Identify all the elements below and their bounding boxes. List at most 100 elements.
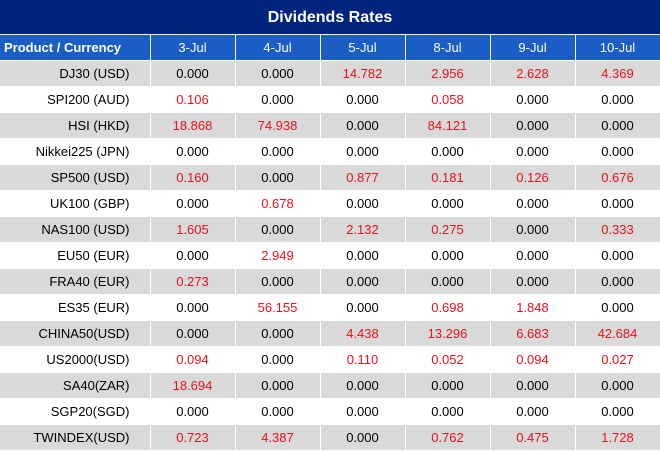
product-cell: NAS100 (USD) xyxy=(0,216,151,243)
rate-cell: 0.676 xyxy=(575,164,660,191)
rate-cell: 0.000 xyxy=(150,190,236,217)
rate-cell: 0.000 xyxy=(490,242,576,269)
rate-cell: 0.000 xyxy=(405,398,491,425)
rate-cell: 0.000 xyxy=(575,398,660,425)
rate-cell: 0.762 xyxy=(405,424,491,450)
table-row: HSI (HKD) 18.868 74.938 0.000 84.121 0.000 0.0… xyxy=(0,112,660,139)
table-row: NAS100 (USD) 1.605 0.000 2.132 0.275 0.000 0.3… xyxy=(0,216,660,243)
rate-cell: 0.000 xyxy=(235,164,321,191)
rate-cell: 4.387 xyxy=(235,424,321,450)
table-row: SA40(ZAR) 18.694 0.000 0.000 0.000 0.000 0.000 xyxy=(0,372,660,399)
product-cell: US2000(USD) xyxy=(0,346,151,373)
rate-cell: 0.000 xyxy=(575,86,660,113)
rate-cell: 4.438 xyxy=(320,320,406,347)
rate-cell: 0.000 xyxy=(490,138,576,165)
header-date: 4-Jul xyxy=(235,35,321,61)
rate-cell: 0.000 xyxy=(490,216,576,243)
rate-cell: 0.273 xyxy=(150,268,236,295)
product-cell: TWINDEX(USD) xyxy=(0,424,151,450)
rate-cell: 0.000 xyxy=(320,294,406,321)
rate-cell: 0.000 xyxy=(235,268,321,295)
dividends-table: Product / Currency 3-Jul 4-Jul 5-Jul 8-J… xyxy=(0,35,660,450)
product-cell: CHINA50(USD) xyxy=(0,320,151,347)
table-row: UK100 (GBP) 0.000 0.678 0.000 0.000 0.000 0.00… xyxy=(0,190,660,217)
product-cell: ES35 (EUR) xyxy=(0,294,151,321)
table-row: SP500 (USD) 0.160 0.000 0.877 0.181 0.126 0.67… xyxy=(0,164,660,191)
rate-cell: 0.475 xyxy=(490,424,576,450)
header-product: Product / Currency xyxy=(0,35,151,61)
product-cell: SP500 (USD) xyxy=(0,164,151,191)
rate-cell: 6.683 xyxy=(490,320,576,347)
rate-cell: 0.000 xyxy=(405,242,491,269)
product-cell: EU50 (EUR) xyxy=(0,242,151,269)
rate-cell: 0.000 xyxy=(405,268,491,295)
rate-cell: 0.000 xyxy=(235,398,321,425)
rate-cell: 0.094 xyxy=(490,346,576,373)
table-row: ES35 (EUR) 0.000 56.155 0.000 0.698 1.848 0.00… xyxy=(0,294,660,321)
product-cell: SA40(ZAR) xyxy=(0,372,151,399)
rate-cell: 0.000 xyxy=(320,398,406,425)
rate-cell: 2.628 xyxy=(490,60,576,87)
rate-cell: 0.000 xyxy=(320,372,406,399)
header-date: 5-Jul xyxy=(320,35,406,61)
rate-cell: 0.000 xyxy=(320,138,406,165)
rate-cell: 1.605 xyxy=(150,216,236,243)
rate-cell: 0.000 xyxy=(235,320,321,347)
header-date: 9-Jul xyxy=(490,35,576,61)
rate-cell: 0.678 xyxy=(235,190,321,217)
rate-cell: 0.000 xyxy=(575,268,660,295)
rate-cell: 0.000 xyxy=(320,86,406,113)
rate-cell: 0.000 xyxy=(320,424,406,450)
rate-cell: 0.027 xyxy=(575,346,660,373)
rate-cell: 0.000 xyxy=(320,268,406,295)
rate-cell: 0.181 xyxy=(405,164,491,191)
rate-cell: 2.132 xyxy=(320,216,406,243)
header-date: 8-Jul xyxy=(405,35,491,61)
rate-cell: 0.000 xyxy=(235,372,321,399)
rate-cell: 0.000 xyxy=(150,242,236,269)
rate-cell: 0.000 xyxy=(490,112,576,139)
rate-cell: 0.000 xyxy=(575,372,660,399)
rate-cell: 2.949 xyxy=(235,242,321,269)
rate-cell: 18.868 xyxy=(150,112,236,139)
header-row: Product / Currency 3-Jul 4-Jul 5-Jul 8-J… xyxy=(0,35,660,61)
rate-cell: 0.698 xyxy=(405,294,491,321)
table-row: DJ30 (USD) 0.000 0.000 14.782 2.956 2.628 4.36… xyxy=(0,60,660,87)
product-cell: SGP20(SGD) xyxy=(0,398,151,425)
rate-cell: 84.121 xyxy=(405,112,491,139)
rate-cell: 0.000 xyxy=(235,216,321,243)
rate-cell: 0.000 xyxy=(490,398,576,425)
rate-cell: 1.848 xyxy=(490,294,576,321)
product-cell: SPI200 (AUD) xyxy=(0,86,151,113)
rate-cell: 0.000 xyxy=(320,112,406,139)
table-title: Dividends Rates xyxy=(0,0,660,35)
table-body: DJ30 (USD) 0.000 0.000 14.782 2.956 2.628 4.36… xyxy=(0,60,660,450)
rate-cell: 0.000 xyxy=(575,242,660,269)
table-row: SGP20(SGD) 0.000 0.000 0.000 0.000 0.000 0.000 xyxy=(0,398,660,425)
rate-cell: 0.110 xyxy=(320,346,406,373)
rate-cell: 4.369 xyxy=(575,60,660,87)
rate-cell: 42.684 xyxy=(575,320,660,347)
rate-cell: 0.000 xyxy=(405,138,491,165)
table-row: US2000(USD) 0.094 0.000 0.110 0.052 0.094 0.02… xyxy=(0,346,660,373)
rate-cell: 0.723 xyxy=(150,424,236,450)
rate-cell: 0.126 xyxy=(490,164,576,191)
table-row: TWINDEX(USD) 0.723 4.387 0.000 0.762 0.475 1.7… xyxy=(0,424,660,450)
rate-cell: 56.155 xyxy=(235,294,321,321)
rate-cell: 0.000 xyxy=(320,242,406,269)
table-row: EU50 (EUR) 0.000 2.949 0.000 0.000 0.000 0.000 xyxy=(0,242,660,269)
rate-cell: 0.000 xyxy=(150,294,236,321)
rate-cell: 0.333 xyxy=(575,216,660,243)
rate-cell: 0.000 xyxy=(490,190,576,217)
rate-cell: 0.000 xyxy=(575,138,660,165)
rate-cell: 0.000 xyxy=(575,190,660,217)
rate-cell: 0.877 xyxy=(320,164,406,191)
header-date: 3-Jul xyxy=(150,35,236,61)
header-date: 10-Jul xyxy=(575,35,660,61)
rate-cell: 0.000 xyxy=(405,190,491,217)
rate-cell: 0.000 xyxy=(405,372,491,399)
table-row: CHINA50(USD) 0.000 0.000 4.438 13.296 6.683 42… xyxy=(0,320,660,347)
rate-cell: 0.000 xyxy=(575,294,660,321)
table-row: SPI200 (AUD) 0.106 0.000 0.000 0.058 0.000 0.0… xyxy=(0,86,660,113)
